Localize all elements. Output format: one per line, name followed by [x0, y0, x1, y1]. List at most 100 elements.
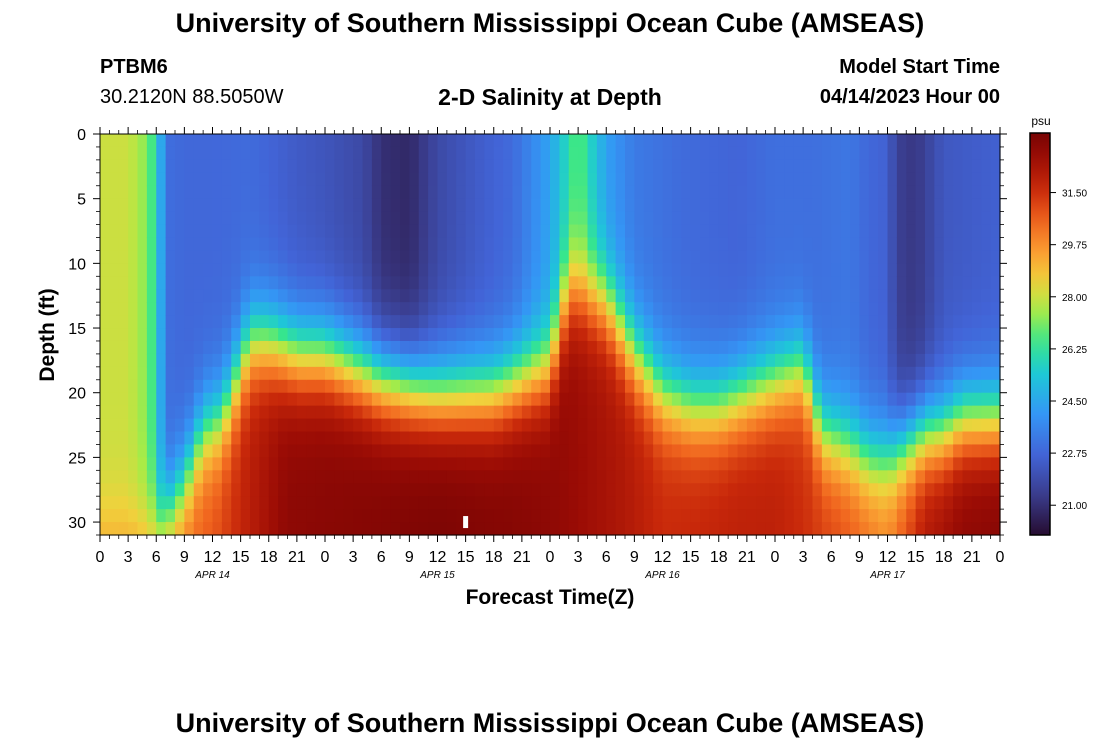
heatmap-cell: [868, 263, 879, 277]
heatmap-cell: [531, 405, 542, 420]
heatmap-cell: [165, 276, 176, 290]
heatmap-cell: [953, 457, 964, 471]
heatmap-cell: [165, 289, 176, 303]
heatmap-cell: [278, 353, 289, 368]
heatmap-cell: [353, 444, 364, 458]
heatmap-cell: [709, 315, 720, 329]
heatmap-cell: [437, 470, 448, 484]
heatmap-cell: [803, 302, 814, 316]
heatmap-cell: [793, 211, 804, 226]
heatmap-cell: [943, 444, 954, 458]
heatmap-cell: [109, 289, 120, 303]
heatmap-cell: [540, 366, 551, 381]
heatmap-cell: [268, 289, 279, 303]
heatmap-cell: [193, 405, 204, 420]
heatmap-cell: [868, 289, 879, 303]
heatmap-cell: [221, 366, 232, 381]
heatmap-cell: [165, 237, 176, 252]
heatmap-cell: [521, 418, 532, 433]
heatmap-cell: [700, 405, 710, 420]
heatmap-cell: [334, 366, 345, 381]
heatmap-cell: [278, 431, 289, 446]
heatmap-cell: [990, 509, 1001, 523]
heatmap-cell: [821, 172, 832, 187]
heatmap-cell: [428, 405, 439, 420]
heatmap-cell: [343, 224, 354, 239]
heatmap-cell: [353, 470, 364, 484]
heatmap-cell: [925, 237, 935, 252]
heatmap-cell: [896, 211, 907, 226]
heatmap-cell: [709, 224, 720, 239]
heatmap-cell: [390, 340, 401, 355]
heatmap-cell: [503, 315, 514, 329]
heatmap-cell: [990, 379, 1001, 394]
heatmap-cell: [193, 276, 204, 290]
heatmap-cell: [887, 185, 898, 200]
heatmap-cell: [981, 509, 992, 523]
heatmap-cell: [596, 340, 607, 355]
heatmap-cell: [700, 224, 710, 239]
heatmap-cell: [334, 328, 345, 342]
heatmap-cell: [962, 159, 973, 174]
heatmap-cell: [915, 366, 926, 381]
heatmap-cell: [606, 405, 617, 420]
heatmap-cell: [409, 211, 420, 226]
heatmap-cell: [184, 237, 195, 252]
heatmap-cell: [521, 185, 532, 200]
heatmap-cell: [296, 444, 307, 458]
heatmap-cell: [596, 134, 607, 148]
heatmap-cell: [615, 315, 626, 329]
heatmap-cell: [587, 483, 598, 497]
heatmap-cell: [353, 263, 364, 277]
heatmap-cell: [446, 289, 457, 303]
heatmap-cell: [681, 134, 692, 148]
heatmap-cell: [343, 340, 354, 355]
heatmap-cell: [268, 431, 279, 446]
heatmap-cell: [128, 185, 139, 200]
heatmap-cell: [475, 289, 485, 303]
heatmap-cell: [287, 211, 298, 226]
heatmap-cell: [896, 276, 907, 290]
heatmap-cell: [793, 340, 804, 355]
heatmap-cell: [812, 405, 823, 420]
heatmap-cell: [746, 146, 757, 161]
heatmap-cell: [437, 276, 448, 290]
heatmap-cell: [278, 457, 289, 471]
heatmap-cell: [925, 315, 935, 329]
heatmap-cell: [484, 211, 495, 226]
heatmap-cell: [831, 159, 842, 174]
heatmap-cell: [662, 405, 673, 420]
heatmap-cell: [184, 470, 195, 484]
heatmap-cell: [850, 496, 860, 510]
heatmap-cell: [953, 237, 964, 252]
heatmap-cell: [512, 315, 523, 329]
heatmap-cell: [681, 185, 692, 200]
heatmap-cell: [156, 146, 167, 161]
heatmap-cell: [915, 522, 926, 536]
heatmap-cell: [690, 392, 701, 407]
heatmap-cell: [184, 172, 195, 187]
heatmap-cell: [653, 224, 664, 239]
heatmap-cell: [240, 353, 251, 368]
heatmap-cell: [550, 366, 560, 381]
heatmap-cell: [531, 457, 542, 471]
heatmap-cell: [550, 405, 560, 420]
heatmap-cell: [287, 366, 298, 381]
heatmap-cell: [578, 328, 589, 342]
heatmap-cell: [203, 405, 214, 420]
heatmap-cell: [709, 366, 720, 381]
heatmap-cell: [793, 496, 804, 510]
heatmap-cell: [118, 457, 129, 471]
heatmap-cell: [456, 366, 467, 381]
heatmap-cell: [765, 483, 776, 497]
heatmap-cell: [371, 250, 382, 264]
heatmap-cell: [550, 431, 560, 446]
heatmap-cell: [456, 457, 467, 471]
heatmap-cell: [100, 418, 110, 433]
heatmap-cell: [465, 159, 476, 174]
heatmap-cell: [428, 379, 439, 394]
heatmap-cell: [803, 250, 814, 264]
heatmap-cell: [381, 457, 392, 471]
heatmap-cell: [643, 522, 654, 536]
heatmap-cell: [109, 470, 120, 484]
